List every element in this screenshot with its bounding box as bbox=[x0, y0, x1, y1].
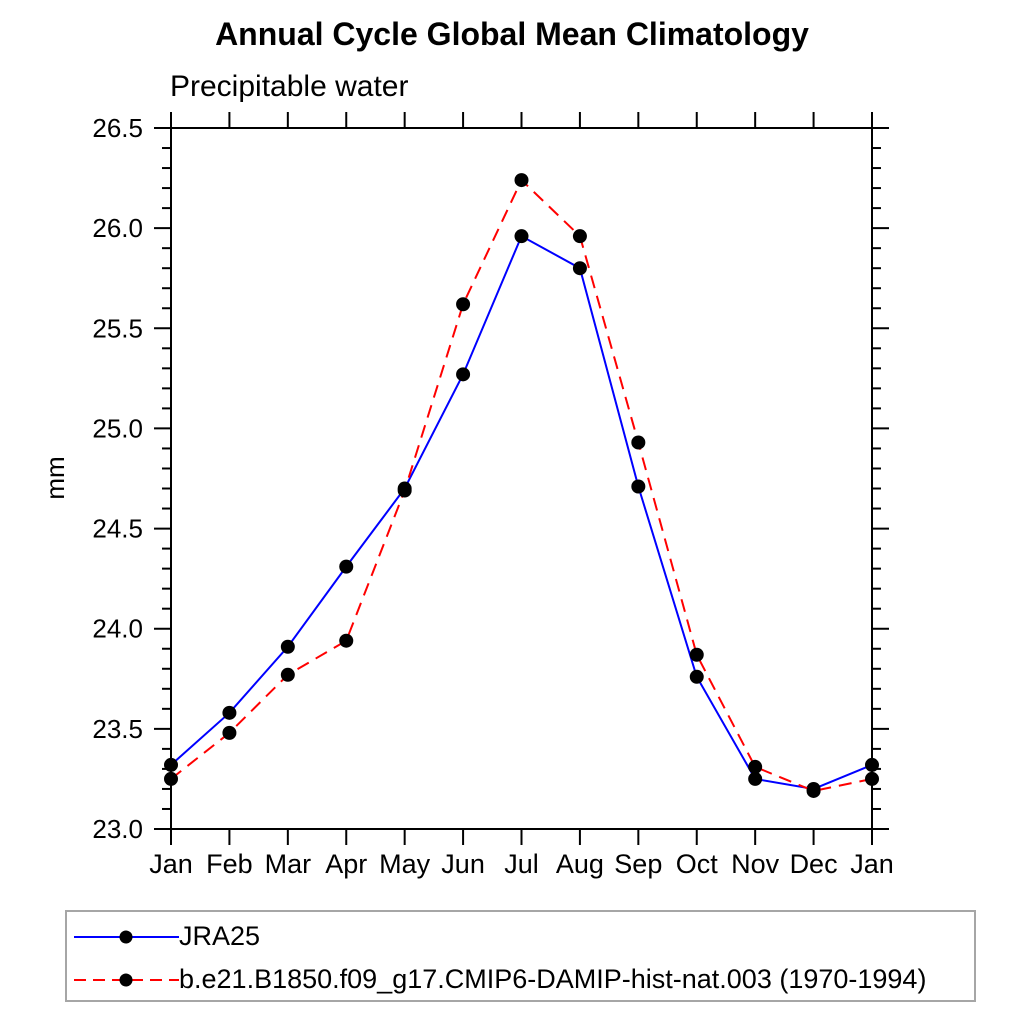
y-tick-label: 26.0 bbox=[92, 213, 143, 243]
series-model bbox=[164, 173, 879, 798]
x-tick-label: Jan bbox=[149, 849, 193, 879]
chart-title: Annual Cycle Global Mean Climatology bbox=[215, 16, 809, 52]
y-axis-minor-ticks bbox=[162, 147, 881, 810]
y-tick-label: 23.0 bbox=[92, 814, 143, 844]
y-tick-label: 23.5 bbox=[92, 714, 143, 744]
data-point-marker bbox=[280, 667, 295, 682]
legend-box: JRA25 b.e21.B1850.f09_g17.CMIP6-DAMIP-hi… bbox=[65, 910, 976, 1002]
data-point-marker bbox=[572, 261, 587, 276]
legend-line-sample-dashed bbox=[74, 973, 179, 986]
data-point-marker bbox=[339, 633, 354, 648]
x-tick-label: Nov bbox=[731, 849, 780, 879]
chart-subtitle: Precipitable water bbox=[170, 70, 409, 103]
legend-label-model: b.e21.B1850.f09_g17.CMIP6-DAMIP-hist-nat… bbox=[179, 964, 927, 994]
data-point-marker bbox=[572, 229, 587, 244]
y-tick-label: 24.5 bbox=[92, 514, 143, 544]
x-tick-label: Jul bbox=[504, 849, 539, 879]
data-point-marker bbox=[280, 639, 295, 654]
y-tick-label: 25.0 bbox=[92, 413, 143, 443]
data-point-marker bbox=[806, 783, 821, 798]
legend-marker-dot bbox=[119, 930, 133, 943]
x-tick-label: Mar bbox=[265, 849, 312, 879]
data-point-marker bbox=[631, 479, 646, 494]
data-point-marker bbox=[339, 559, 354, 574]
data-point-marker bbox=[397, 483, 412, 498]
legend-item-jra25: JRA25 bbox=[67, 915, 974, 958]
x-tick-label: Feb bbox=[206, 849, 253, 879]
data-point-marker bbox=[689, 669, 704, 684]
x-tick-label: Oct bbox=[676, 849, 719, 879]
legend-marker-dot bbox=[119, 973, 133, 986]
x-axis-tick-labels: Jan Feb Mar Apr May Jun Jul Aug Sep Oct Nov Dec Jan bbox=[149, 849, 894, 879]
data-point-marker bbox=[456, 367, 471, 382]
x-tick-label: Sep bbox=[614, 849, 662, 879]
data-point-marker bbox=[456, 297, 471, 312]
x-tick-label: May bbox=[379, 849, 431, 879]
y-tick-label: 24.0 bbox=[92, 614, 143, 644]
y-axis-major-ticks bbox=[154, 127, 889, 830]
legend-label-jra25: JRA25 bbox=[179, 921, 261, 951]
data-point-marker bbox=[222, 705, 237, 720]
x-tick-label: Aug bbox=[556, 849, 604, 879]
data-point-marker bbox=[865, 771, 879, 786]
x-axis-ticks bbox=[170, 112, 873, 845]
y-tick-label: 25.5 bbox=[92, 313, 143, 343]
y-axis-tick-labels: 23.0 23.5 24.0 24.5 25.0 25.5 26.0 26.5 bbox=[92, 113, 143, 844]
data-point-marker bbox=[748, 771, 763, 786]
data-point-marker bbox=[164, 757, 178, 772]
plot-area: 23.0 23.5 24.0 24.5 25.0 25.5 26.0 26.5 Jan Feb Ma… bbox=[92, 112, 894, 879]
series-jra25 bbox=[164, 229, 879, 796]
data-point-marker bbox=[514, 229, 529, 244]
legend-line-sample-solid bbox=[74, 930, 179, 943]
x-tick-label: Apr bbox=[325, 849, 367, 879]
x-tick-label: Dec bbox=[790, 849, 838, 879]
data-point-marker bbox=[164, 771, 178, 786]
y-tick-label: 26.5 bbox=[92, 113, 143, 143]
data-point-marker bbox=[514, 173, 529, 188]
data-point-marker bbox=[631, 435, 646, 450]
data-point-marker bbox=[865, 757, 879, 772]
x-tick-label: Jan bbox=[850, 849, 894, 879]
data-point-marker bbox=[222, 725, 237, 740]
data-point-marker bbox=[748, 759, 763, 774]
legend-item-model: b.e21.B1850.f09_g17.CMIP6-DAMIP-hist-nat… bbox=[67, 958, 974, 1001]
data-point-marker bbox=[689, 647, 704, 662]
x-tick-label: Jun bbox=[441, 849, 485, 879]
